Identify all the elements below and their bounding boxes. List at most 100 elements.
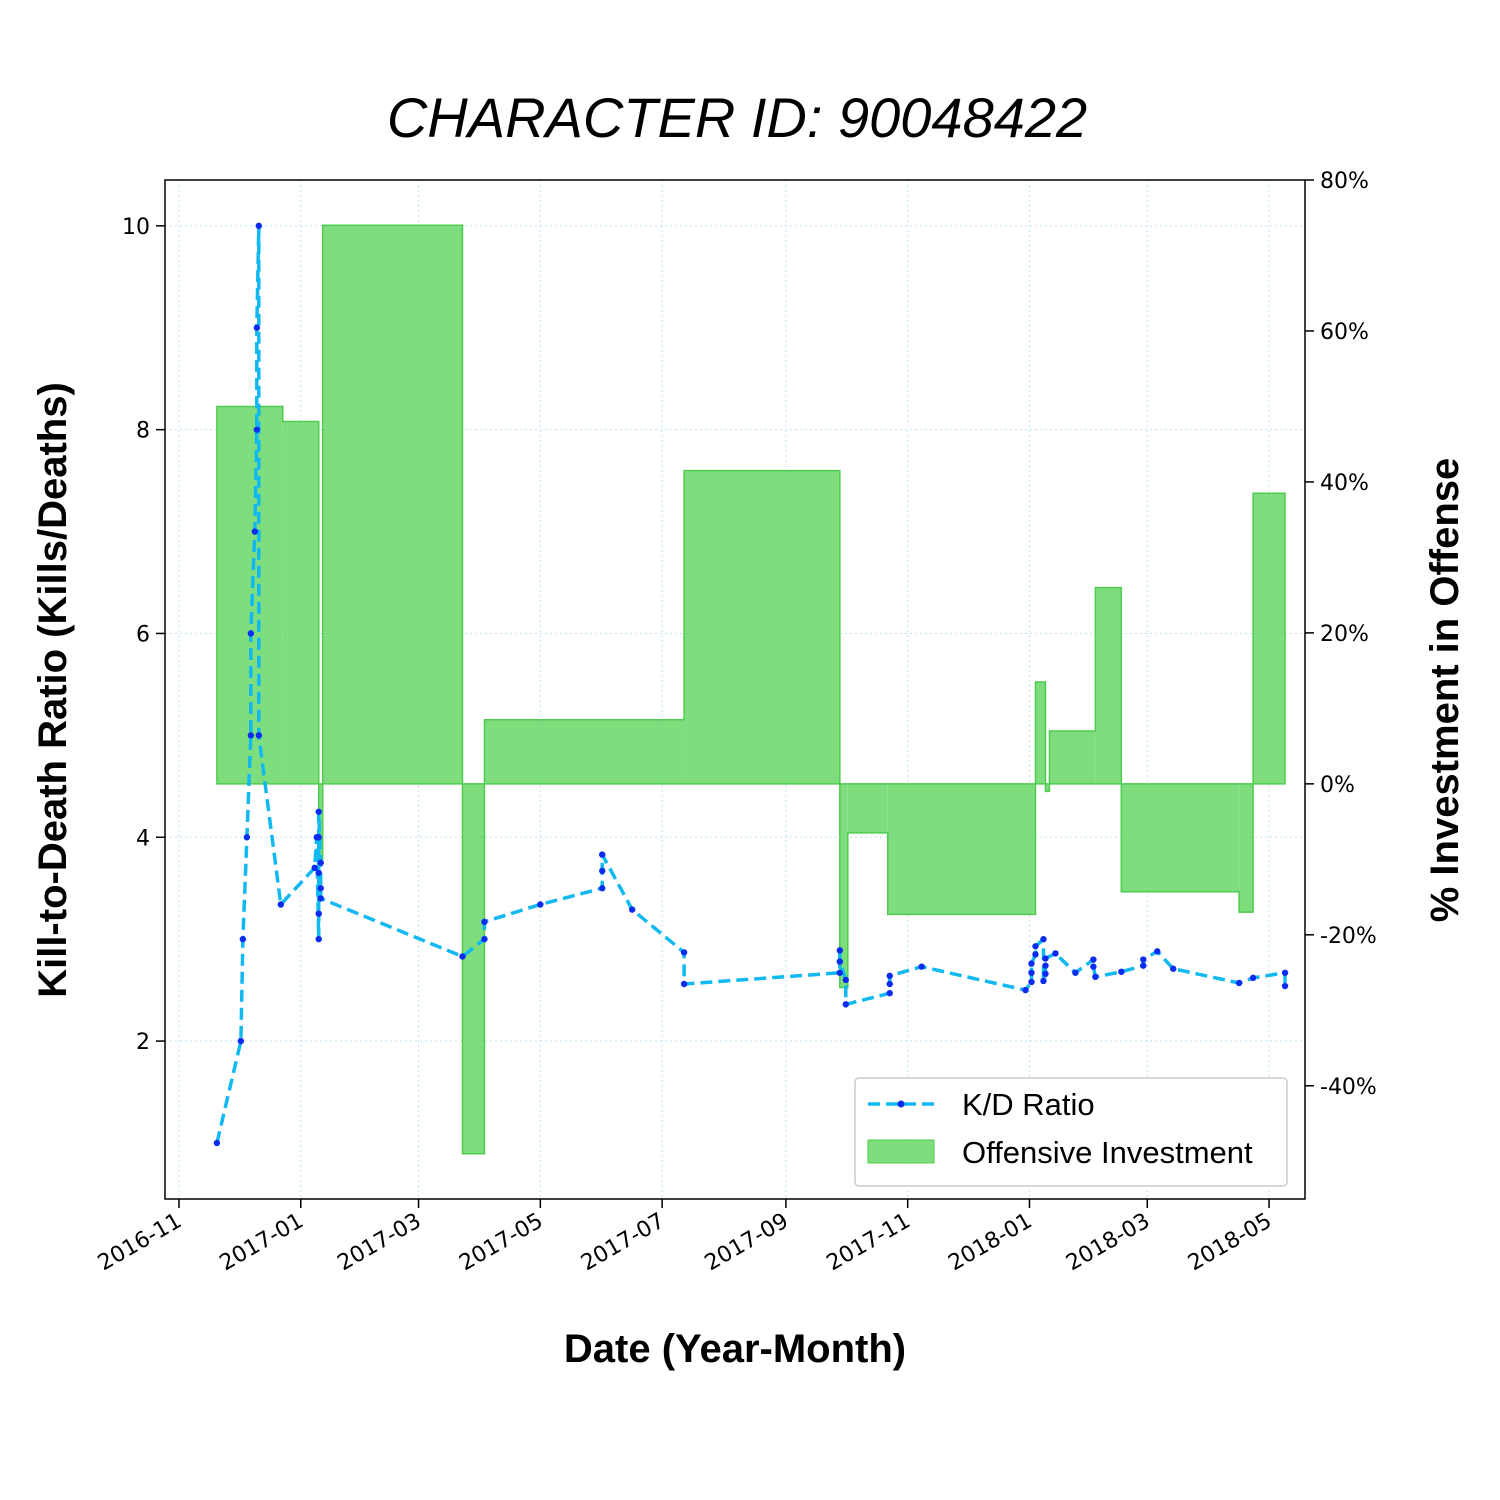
kd-point (253, 324, 261, 331)
kd-point (1028, 978, 1035, 986)
investment-bar (322, 225, 463, 784)
kd-point (239, 935, 247, 943)
kd-point (1092, 973, 1099, 981)
kd-point (599, 867, 606, 875)
investment-bar (462, 783, 485, 1154)
kd-point (836, 947, 844, 954)
kd-point (317, 859, 324, 866)
investment-bar (1035, 681, 1046, 784)
kd-point (481, 918, 488, 926)
y-left-tick-label: 6 (136, 622, 150, 647)
investment-bar (839, 783, 848, 988)
chart-title: CHARACTER ID: 90048422 (387, 86, 1087, 149)
kd-point (628, 906, 636, 913)
investment-bar (1253, 493, 1286, 784)
kd-point (1040, 977, 1047, 985)
kd-point (886, 980, 893, 988)
y-axis-right-title: % Investment in Offense (1423, 458, 1467, 923)
kd-point (886, 972, 893, 980)
kd-point (317, 885, 324, 892)
y-right-tick-label: -40% (1320, 1075, 1377, 1100)
y-left-tick-label: 8 (136, 419, 150, 444)
kd-point (213, 1139, 221, 1147)
x-axis-title: Date (Year-Month) (564, 1327, 906, 1371)
investment-bar (1095, 587, 1122, 784)
investment-bar (1045, 783, 1050, 792)
kd-point (537, 901, 544, 908)
kd-point (1042, 962, 1049, 969)
investment-bar (1049, 731, 1096, 784)
investment-bar (887, 783, 1036, 915)
kd-point (1140, 962, 1147, 969)
kd-point (247, 732, 255, 739)
kd-point (277, 901, 284, 908)
investment-area (216, 224, 1286, 1155)
kd-point (886, 989, 893, 997)
y-axis-right: -40% -20% 0% 20% 40% 60% 80% (1305, 169, 1377, 1100)
kd-point (1090, 956, 1097, 963)
kd-point (1032, 943, 1039, 950)
y-right-tick-label: 40% (1320, 471, 1369, 496)
y-right-tick-label: 0% (1320, 773, 1355, 798)
kd-point (253, 426, 261, 433)
kd-point (842, 976, 850, 984)
y-left-tick-label: 4 (136, 826, 150, 851)
kd-point (315, 808, 322, 815)
kd-point (311, 864, 318, 872)
y-axis-left-title: Kill-to-Death Ratio (Kills/Deaths) (31, 382, 75, 998)
y-axis-left: 2 4 6 8 10 (122, 215, 165, 1055)
kd-points (213, 222, 1289, 1147)
plot-frame (164, 179, 1306, 1200)
kd-point (1042, 970, 1049, 978)
kd-point (1028, 969, 1035, 976)
kd-point (1022, 986, 1029, 994)
kd-point (1072, 969, 1079, 976)
kd-point (255, 732, 263, 739)
kd-point (247, 630, 255, 637)
kd-point (836, 958, 844, 965)
y-left-tick-label: 2 (136, 1030, 150, 1055)
kd-point (315, 935, 322, 943)
legend-investment-swatch (867, 1139, 935, 1164)
kd-point (1154, 948, 1161, 955)
kd-point (1042, 955, 1049, 962)
kd-point (836, 969, 844, 976)
kd-point (1090, 963, 1097, 970)
kd-point (1235, 979, 1243, 987)
kd-point (1032, 951, 1039, 958)
kd-point (599, 885, 606, 892)
y-right-tick-label: 20% (1320, 622, 1369, 647)
kd-point (1118, 968, 1125, 975)
legend-kd-label: K/D Ratio (962, 1087, 1095, 1122)
kd-point (1281, 982, 1289, 990)
kd-point (237, 1037, 245, 1045)
investment-bar (1239, 783, 1254, 913)
investment-bar (484, 719, 685, 784)
kd-point (680, 980, 688, 988)
kd-point (1249, 974, 1257, 982)
investment-bar (282, 421, 319, 784)
y-left-tick-label: 10 (122, 215, 150, 240)
kd-point (243, 834, 251, 841)
kd-point (315, 834, 322, 841)
legend-kd-marker (897, 1100, 905, 1108)
y-right-tick-label: -20% (1320, 924, 1377, 949)
kd-point (1170, 965, 1177, 972)
kd-point (317, 895, 324, 902)
kd-point (315, 869, 322, 877)
kd-point (481, 935, 488, 943)
kd-point (1052, 950, 1059, 957)
y-right-tick-label: 80% (1320, 169, 1369, 194)
investment-bar (684, 470, 840, 784)
investment-bar (1121, 783, 1240, 892)
kd-point (918, 963, 925, 970)
kd-point (255, 222, 263, 230)
y-right-tick-label: 60% (1320, 320, 1369, 345)
investment-bar (847, 783, 888, 833)
legend-investment-label: Offensive Investment (962, 1135, 1253, 1170)
kd-point (1281, 969, 1289, 976)
kd-point (459, 953, 466, 960)
kd-point (315, 910, 322, 917)
kd-point (1028, 960, 1035, 967)
kd-point (842, 1001, 850, 1008)
